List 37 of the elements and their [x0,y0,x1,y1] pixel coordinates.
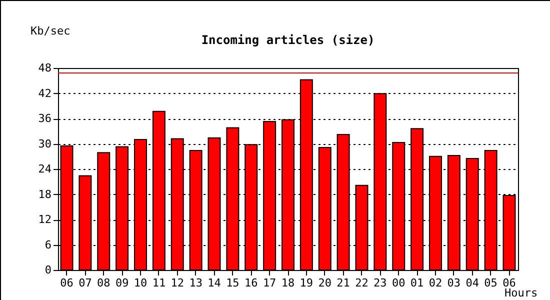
x-tick-label: 05 [484,276,498,290]
x-tick-label: 03 [447,276,461,290]
x-tick-label: 02 [428,276,442,290]
x-tick-label: 04 [466,276,480,290]
x-tick-label: 17 [262,276,276,290]
x-tick-label: 06 [502,276,516,290]
x-tick-label: 12 [170,276,184,290]
x-axis-title: Hours [504,286,538,300]
x-tick-label: 19 [300,276,314,290]
x-tick-label: 23 [374,276,387,290]
y-axis-title: Kb/sec [30,24,70,38]
x-tick-label: 10 [134,276,148,290]
y-tick-label: 42 [38,86,52,100]
y-tick-label: 48 [38,62,52,74]
y-tick-label: 12 [38,213,52,226]
x-tick-label: 20 [318,276,332,290]
y-tick-label: 30 [38,137,52,150]
x-tick-label: 21 [336,276,350,290]
y-tick-label: 0 [44,264,52,276]
x-tick-label: 15 [226,276,240,290]
x-tick-label: 08 [97,276,110,290]
x-tick-label: 18 [281,276,295,290]
y-tick-label: 6 [44,238,52,252]
x-tick-label: 14 [208,276,222,290]
chart-title: Incoming articles (size) [201,33,375,47]
x-tick-label: 16 [244,276,258,290]
x-tick-label: 11 [152,276,166,290]
y-tick-label: 36 [38,112,52,125]
x-tick-label: 06 [60,276,74,290]
y-tick-label: 18 [38,188,52,201]
x-tick-label: 00 [392,276,406,290]
y-tick-label: 24 [38,162,52,176]
x-tick-label: 09 [115,276,129,290]
x-tick-label: 07 [78,276,92,290]
x-tick-label: 22 [355,276,368,290]
x-tick-label: 13 [189,276,202,290]
x-tick-label: 01 [410,276,424,290]
